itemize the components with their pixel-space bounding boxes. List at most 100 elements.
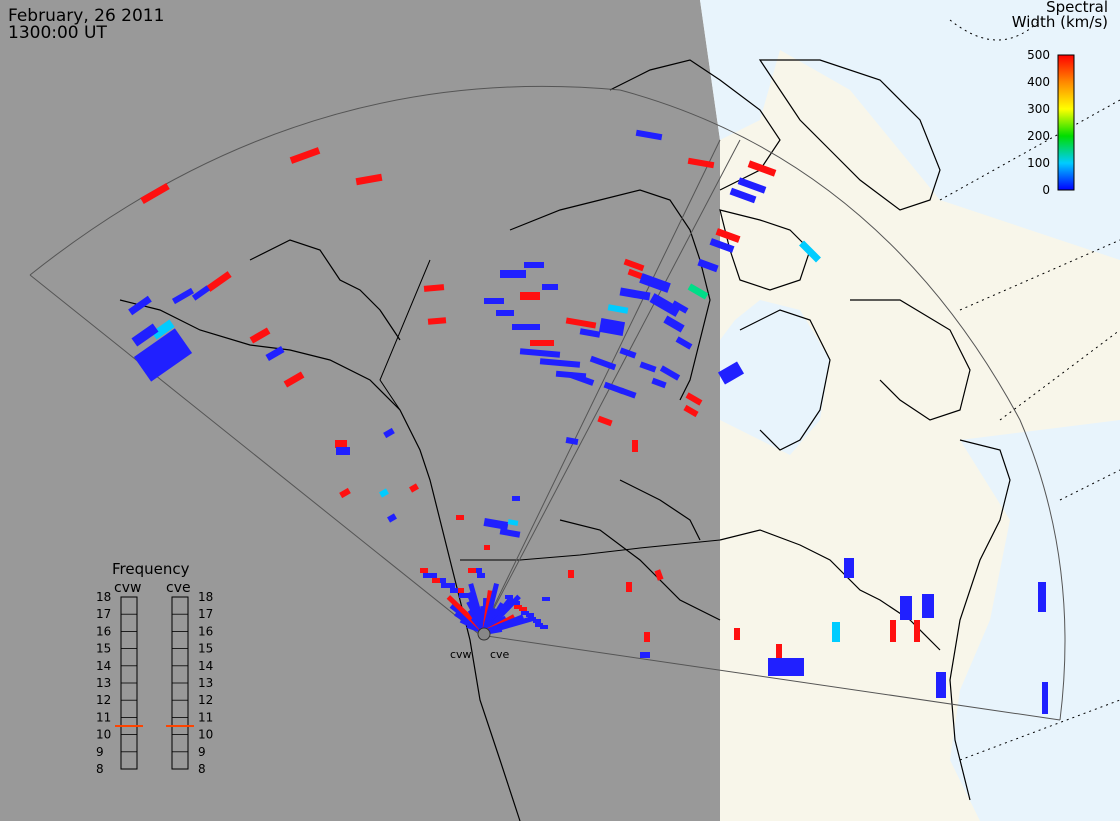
boundaries — [379, 259, 721, 561]
scatter-cell — [890, 620, 896, 642]
scatter-cell — [526, 613, 534, 617]
scatter-cell — [663, 315, 685, 333]
scatter-cell — [535, 623, 543, 627]
night-region — [0, 0, 720, 821]
scatter-cell — [484, 545, 490, 550]
frequency-tick-label: 13 — [198, 676, 213, 690]
scatter-cell — [568, 570, 574, 578]
scatter-cell — [737, 177, 767, 194]
frequency-tick-label: 14 — [198, 659, 213, 673]
scatter-cell — [659, 365, 681, 381]
scatter-cell — [597, 415, 613, 427]
scatter-cell — [1038, 582, 1046, 612]
scatter-cell — [649, 293, 681, 317]
scatter-cell — [151, 319, 175, 340]
frequency-panel: Frequency cvw cve 18 18 17 17 16 16 15 15 14 14 13… — [96, 560, 213, 776]
scatter-cell — [654, 569, 664, 581]
scatter-cell — [524, 262, 544, 268]
radar-label-cvw: cvw — [450, 648, 472, 661]
colorbar-tick-label: 500 — [1027, 48, 1050, 62]
scatter-cell — [379, 488, 389, 498]
scatter-cell — [519, 348, 561, 358]
frequency-tick-label: 10 — [198, 728, 213, 742]
scatter-cell — [734, 628, 740, 640]
frequency-tick-label: 8 — [198, 762, 206, 776]
frequency-title: Frequency — [112, 560, 190, 578]
frequency-tick-label: 12 — [198, 693, 213, 707]
frequency-tick-label: 16 — [198, 624, 213, 638]
scatter-cell — [191, 285, 211, 301]
scatter-cell — [355, 173, 383, 186]
scatter-cell — [936, 672, 946, 698]
frequency-tick-label: 15 — [198, 642, 213, 656]
frequency-tick-label: 17 — [198, 607, 213, 621]
scatter-cell — [336, 447, 350, 455]
frequency-tick-label: 11 — [198, 710, 213, 724]
scatter-cell — [844, 558, 854, 578]
frequency-tick-label: 11 — [96, 710, 111, 724]
scatter-cell — [715, 228, 741, 243]
scatter-cell — [520, 292, 540, 300]
scatter-cell — [459, 593, 467, 598]
scatter-cell — [644, 632, 650, 642]
frequency-tick-label: 9 — [96, 745, 104, 759]
frequency-tick-label: 14 — [96, 659, 111, 673]
scatter-cell — [832, 622, 840, 642]
scatter-cell — [409, 483, 419, 493]
scatter-cell — [768, 658, 804, 676]
scatter-cell — [579, 328, 601, 338]
scatter-cell — [484, 298, 504, 304]
frequency-tick-label: 8 — [96, 762, 104, 776]
radar-label-cve: cve — [490, 648, 510, 661]
scatter-cell — [569, 372, 595, 386]
scatter-cell — [420, 568, 428, 573]
scatter-cell — [729, 187, 757, 204]
frequency-tick-label: 18 — [96, 590, 111, 604]
scatter-cell — [499, 528, 521, 538]
scatter-cell — [651, 377, 667, 389]
scatter-cell — [539, 358, 581, 368]
timestamp-block: February, 26 2011 1300:00 UT — [8, 8, 164, 42]
scatter-cell — [477, 573, 485, 578]
scatter-cell — [565, 317, 597, 329]
scatter-cell — [635, 129, 663, 141]
scatter-cell — [429, 573, 437, 578]
frequency-tick-label: 18 — [198, 590, 213, 604]
frequency-radar-cve: cve — [166, 580, 191, 596]
scatter-cell — [799, 240, 821, 263]
scatter-cell — [619, 387, 637, 399]
scatter-cell — [483, 517, 509, 531]
scatter-cell — [533, 619, 541, 623]
scatter-cell — [456, 515, 464, 520]
scatter-cell — [776, 644, 782, 658]
scatter-cell — [521, 611, 529, 615]
scatter-cell — [697, 258, 719, 273]
scatter-cell — [447, 583, 455, 588]
scatter-cell — [131, 323, 159, 347]
scatter-cell — [632, 440, 638, 452]
scatter-cell — [709, 238, 735, 253]
scatter-cell — [283, 371, 305, 388]
scatter-cell — [450, 588, 458, 593]
scatter-cell — [922, 594, 934, 618]
scatter-cell — [626, 582, 632, 592]
scatter-cell — [685, 392, 703, 406]
scatter-cell — [671, 300, 689, 314]
scatter-cell — [514, 605, 522, 609]
scatter-cell — [249, 327, 271, 344]
scatter-cell — [387, 513, 397, 523]
scatter-cell — [598, 318, 626, 336]
scatter-cell — [507, 519, 519, 526]
scatter-cell — [427, 317, 447, 325]
scatter-cell — [128, 295, 152, 316]
scatter-cell — [623, 258, 645, 272]
scatter-cell — [528, 617, 536, 621]
scatter-cell — [619, 287, 651, 301]
scatter-cell — [603, 381, 625, 395]
scatter-cell — [206, 271, 232, 292]
scatter-cell — [423, 284, 445, 292]
scatter-cell — [519, 607, 527, 611]
scatter-cell — [505, 595, 513, 599]
colorbar-tick-label: 400 — [1027, 75, 1050, 89]
